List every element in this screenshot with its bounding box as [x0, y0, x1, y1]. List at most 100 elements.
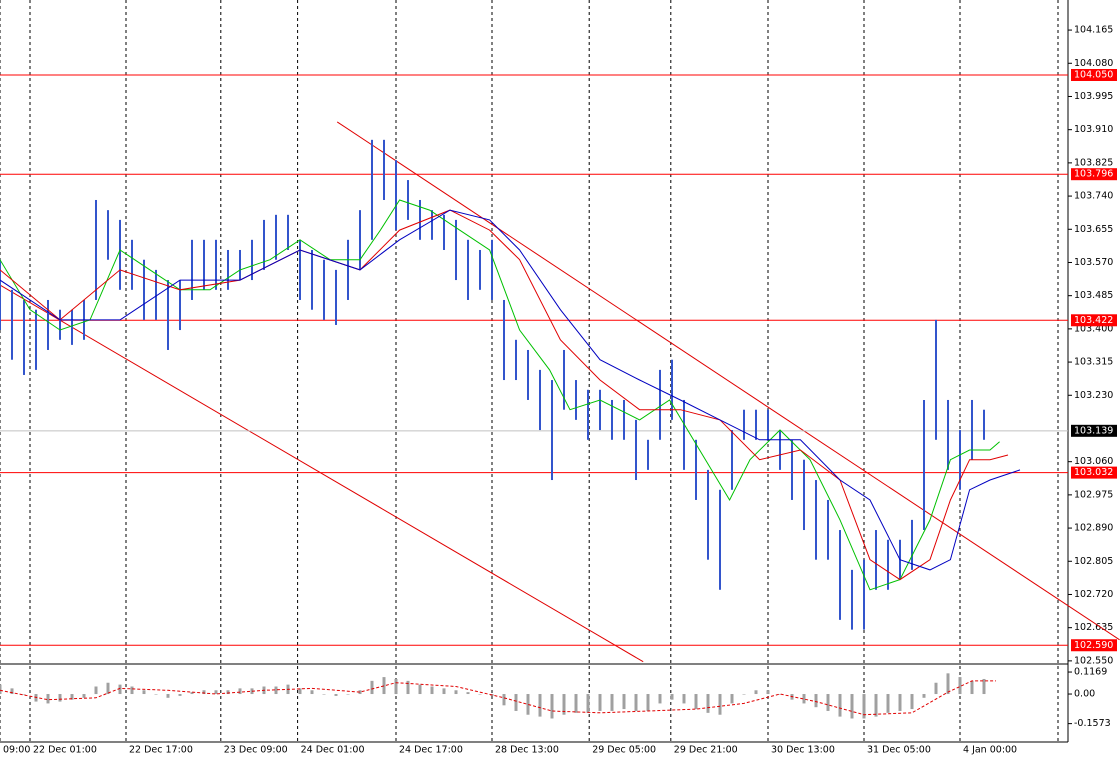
y-tick-label: -0.1573: [1074, 718, 1111, 729]
oscillator-bar: [622, 694, 626, 710]
x-tick-label: 4 Jan 00:00: [963, 745, 1017, 756]
oscillator-bar: [106, 682, 110, 695]
level-tag: [1071, 168, 1117, 181]
oscillator-bar: [274, 686, 278, 695]
oscillator-bar: [358, 690, 362, 695]
y-tick-label: 0.1169: [1074, 667, 1107, 678]
x-tick-label: 30 Dec 13:00: [771, 745, 835, 756]
x-tick-label: 31 Dec 05:00: [867, 745, 931, 756]
oscillator-bar: [46, 694, 50, 704]
y-tick-label: 103.740: [1074, 191, 1113, 202]
y-tick-label: 102.635: [1074, 622, 1113, 633]
oscillator-bar: [118, 684, 122, 695]
oscillator-bar: [442, 688, 446, 695]
oscillator-bar: [166, 694, 170, 698]
y-tick-label: 103.655: [1074, 224, 1113, 235]
oscillator-bar: [934, 682, 938, 695]
y-tick-label: 103.400: [1074, 323, 1113, 334]
y-tick-label: 103.060: [1074, 456, 1113, 467]
oscillator-bar: [478, 694, 482, 695]
oscillator-bar: [754, 690, 758, 695]
oscillator-bar: [526, 694, 530, 715]
oscillator-bar: [538, 694, 542, 717]
oscillator-bar: [130, 686, 134, 695]
oscillator-bar: [838, 694, 842, 717]
y-tick-label: 102.805: [1074, 556, 1113, 567]
oscillator-bar: [958, 677, 962, 695]
y-tick-label: 103.485: [1074, 290, 1113, 301]
oscillator-bar: [718, 694, 722, 715]
y-tick-label: 102.975: [1074, 489, 1113, 500]
x-tick-label: 22 Dec 17:00: [129, 745, 193, 756]
current-price-label: 103.139: [1074, 425, 1113, 436]
oscillator-bar: [142, 690, 146, 695]
signal-line: [0, 680, 996, 716]
oscillator-bar: [22, 694, 26, 695]
moving-average: [0, 209, 1021, 571]
y-tick-label: 0.00: [1074, 689, 1095, 700]
oscillator-bar: [706, 694, 710, 713]
oscillator-bar: [862, 694, 866, 719]
oscillator-bar: [10, 688, 14, 695]
oscillator-bar: [646, 694, 650, 711]
x-tick-label: 09:00: [3, 745, 30, 756]
level-label: 103.032: [1074, 467, 1113, 478]
level-tag: [1071, 466, 1117, 479]
oscillator-bar: [430, 686, 434, 695]
x-tick-label: 29 Dec 05:00: [592, 745, 656, 756]
oscillator-bar: [910, 694, 914, 710]
oscillator-bar: [202, 690, 206, 695]
level-tag: [1071, 639, 1117, 652]
oscillator-bar: [334, 694, 338, 696]
trend-line: [336, 121, 1120, 641]
oscillator-bar: [502, 694, 506, 706]
oscillator-bar: [550, 694, 554, 719]
y-tick-label: 103.825: [1074, 157, 1113, 168]
y-tick-label: 103.910: [1074, 124, 1113, 135]
oscillator-bar: [766, 690, 770, 695]
level-label: 104.050: [1074, 69, 1113, 80]
y-tick-label: 102.550: [1074, 655, 1113, 666]
x-tick-label: 29 Dec 21:00: [674, 745, 738, 756]
oscillator-bar: [574, 694, 578, 713]
oscillator-bar: [58, 694, 62, 702]
oscillator-bar: [70, 694, 74, 700]
current-price-tag: [1071, 424, 1117, 437]
oscillator-bar: [454, 690, 458, 695]
x-tick-label: 22 Dec 01:00: [33, 745, 97, 756]
oscillator-bar: [214, 690, 218, 695]
oscillator-bar: [94, 686, 98, 695]
level-label: 103.422: [1074, 315, 1113, 326]
oscillator-bar: [634, 694, 638, 711]
y-tick-label: 103.230: [1074, 390, 1113, 401]
oscillator-bar: [814, 694, 818, 708]
oscillator-bar: [946, 673, 950, 695]
oscillator-bar: [238, 688, 242, 695]
y-tick-label: 103.995: [1074, 91, 1113, 102]
oscillator-bar: [610, 694, 614, 711]
oscillator-bar: [730, 694, 734, 704]
oscillator-bar: [298, 688, 302, 695]
oscillator-bar: [310, 690, 314, 695]
oscillator-bar: [874, 694, 878, 717]
y-tick-label: 104.080: [1074, 58, 1113, 69]
oscillator-bar: [826, 694, 830, 711]
y-tick-label: 102.890: [1074, 523, 1113, 534]
level-label: 102.590: [1074, 640, 1113, 651]
oscillator-bar: [886, 694, 890, 713]
oscillator-bar: [178, 694, 182, 696]
oscillator-bar: [562, 694, 566, 715]
oscillator-bar: [598, 694, 602, 711]
level-label: 103.796: [1074, 169, 1113, 180]
x-tick-label: 23 Dec 09:00: [224, 745, 288, 756]
oscillator-bar: [346, 694, 350, 695]
oscillator-bar: [670, 694, 674, 700]
y-tick-label: 103.570: [1074, 257, 1113, 268]
oscillator-bar: [682, 694, 686, 704]
x-tick-label: 28 Dec 13:00: [495, 745, 559, 756]
oscillator-bar: [226, 690, 230, 695]
oscillator-bar: [406, 680, 410, 695]
oscillator-bar: [586, 694, 590, 713]
